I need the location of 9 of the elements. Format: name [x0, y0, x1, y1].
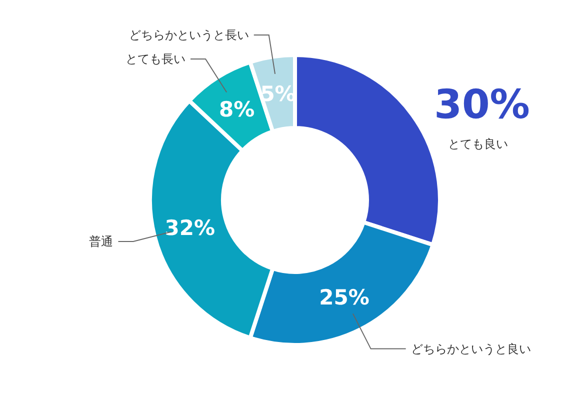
slice-label: どちらかというと良い [410, 342, 531, 356]
data-label: 30% [434, 82, 530, 128]
slice-label: 普通 [89, 234, 114, 249]
data-label: 32% [164, 216, 216, 240]
slice-label: どちらかというと長い [128, 28, 249, 42]
slice-label: とても長い [126, 52, 186, 66]
data-label: 25% [319, 286, 370, 310]
data-label: 8% [219, 97, 255, 122]
slice-label: とても良い [448, 137, 508, 151]
